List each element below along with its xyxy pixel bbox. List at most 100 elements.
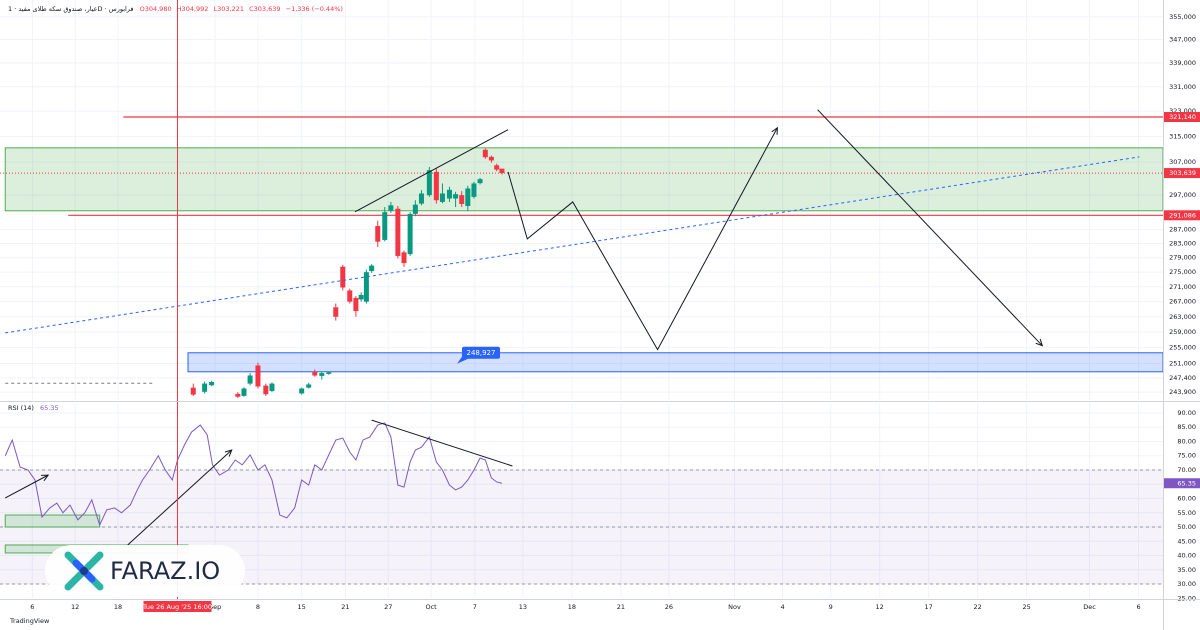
level-label-bg: [1164, 210, 1200, 221]
x-tick-label: 15: [298, 603, 306, 611]
candle-body: [235, 393, 241, 397]
zone: [4, 147, 1163, 212]
y-tick-label: 339,000: [1169, 59, 1196, 67]
candle-body: [263, 385, 269, 395]
x-tick-label: 25: [1022, 603, 1030, 611]
y-tick-label: 315,000: [1169, 132, 1196, 140]
y-tick-label: 355,000: [1169, 13, 1196, 21]
y-tick-label: 331,000: [1169, 83, 1196, 91]
x-tick-label: 4: [781, 603, 785, 611]
x-tick-label: 6: [1136, 603, 1140, 611]
candle-body: [395, 208, 401, 256]
y-tick-label: 80.00: [1177, 437, 1196, 445]
arrow-head: [41, 474, 50, 482]
ohlc: C303,639: [249, 5, 280, 13]
candle-body: [255, 365, 261, 387]
y-tick-label: 307,000: [1169, 158, 1196, 166]
x-tick-label: 26: [665, 603, 673, 611]
drawing: [371, 419, 513, 467]
rsi-legend: RSI (14) 65.35: [8, 404, 59, 412]
candle-body: [312, 371, 318, 376]
x-tick-label: 18: [114, 603, 122, 611]
candle-body: [418, 193, 424, 204]
y-tick-label: 267,000: [1169, 298, 1196, 306]
last-price-label: 303,639: [1169, 169, 1196, 177]
level-label: 321,140: [1169, 113, 1196, 121]
rsi-value-label: 65.35: [1177, 479, 1196, 487]
y-tick-label: 255,000: [1169, 344, 1196, 352]
candle-body: [412, 204, 418, 214]
candle-body: [247, 375, 253, 384]
candle-body: [340, 266, 346, 288]
rsi-pane: [0, 403, 1163, 598]
watermark: FARAZ.IO: [45, 545, 245, 597]
y-tick-label: 323,000: [1169, 107, 1196, 115]
x-tick-label: 9: [829, 603, 833, 611]
y-tick-label: 271,000: [1169, 283, 1196, 291]
drawing: [817, 109, 1043, 347]
footer-brand: TradingView: [9, 617, 50, 625]
drawing: [5, 474, 49, 499]
candle-body: [358, 294, 364, 300]
candle-body: [477, 179, 483, 184]
y-tick-label: 55.00: [1177, 509, 1196, 517]
candle-body: [494, 165, 500, 170]
x-tick-label: Nov: [728, 603, 741, 611]
x-tick-label: 18: [568, 603, 576, 611]
ohlc: O304,980: [140, 5, 172, 13]
ohlc: H304,992: [177, 5, 209, 13]
y-tick-label: 35.00: [1177, 566, 1196, 574]
y-tick-label: 25.00: [1177, 594, 1196, 602]
drawing: [127, 449, 233, 546]
y-tick-label: 251,000: [1169, 359, 1196, 367]
candle-body: [471, 183, 477, 197]
candle-body: [306, 384, 312, 388]
y-tick-label: 90.00: [1177, 409, 1196, 417]
candle-body: [499, 168, 505, 174]
candle-body: [353, 297, 359, 312]
y-tick-label: 259,000: [1169, 328, 1196, 336]
rsi-value: 65.35: [40, 404, 59, 412]
drawing: [354, 129, 509, 213]
x-tick-label: 12: [876, 603, 884, 611]
logo-center: [80, 567, 88, 575]
y-tick-label: 347,000: [1169, 36, 1196, 44]
candle-body: [401, 252, 407, 264]
y-tick-label: 297,000: [1169, 191, 1196, 199]
ohlc: L303,221: [214, 5, 245, 13]
symbol-title: عیار، صندوق سکه طلای مفید · 1D · فرابورس: [8, 5, 134, 13]
zone: [187, 352, 1163, 373]
candle-body: [363, 272, 369, 302]
candle-body: [319, 373, 325, 376]
candle-body: [459, 195, 465, 204]
candle-body: [382, 212, 388, 240]
x-tick-label: 17: [925, 603, 933, 611]
candle-body: [488, 156, 494, 161]
x-tick-label: 12: [71, 603, 79, 611]
y-tick-label: 75.00: [1177, 452, 1196, 460]
candle-body: [241, 388, 247, 396]
candle-body: [453, 194, 459, 199]
y-tick-label: 30.00: [1177, 580, 1196, 588]
level-label-bg: [1164, 112, 1200, 123]
y-tick-label: 287,000: [1169, 225, 1196, 233]
axes: 243,900 247,400 251,000 255,000 259,000 263,0…: [30, 0, 1200, 612]
crosshair-label: Tue 26 Aug '25 16:00: [142, 603, 212, 611]
drawing: [507, 127, 778, 351]
y-tick-label: 60.00: [1177, 495, 1196, 503]
y-tick-label: 243,900: [1169, 388, 1196, 396]
y-tick-label: 85.00: [1177, 423, 1196, 431]
y-tick-label: 40.00: [1177, 552, 1196, 560]
candle-body: [465, 188, 471, 207]
watermark-logo: [64, 551, 104, 591]
y-tick-label: 275,000: [1169, 268, 1196, 276]
y-tick-label: 283,000: [1169, 239, 1196, 247]
x-tick-label: 8: [256, 603, 260, 611]
price-pane: 248,927: [0, 0, 1163, 400]
candle-body: [375, 225, 381, 242]
crosshair-label-bg: [143, 601, 212, 612]
y-tick-label: 70.00: [1177, 466, 1196, 474]
